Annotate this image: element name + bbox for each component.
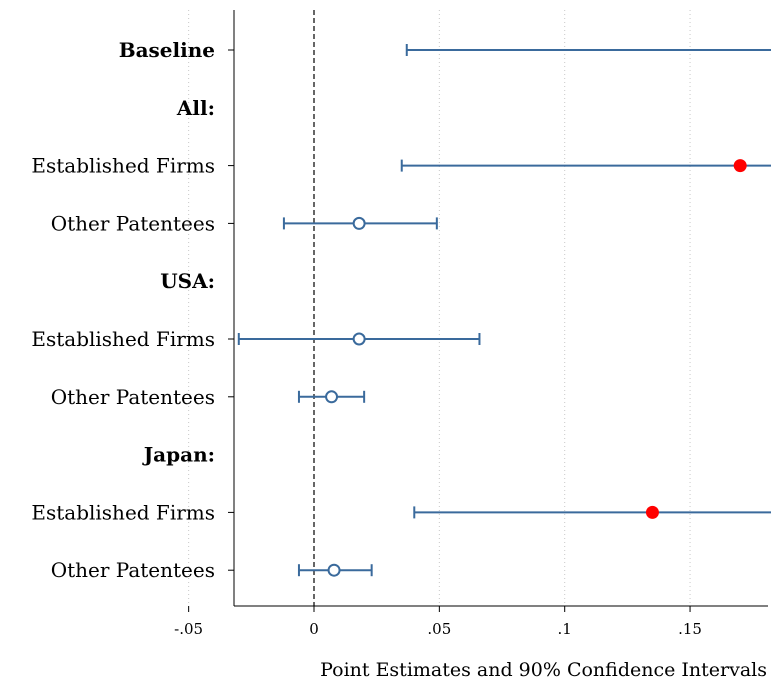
estimate-row-0 xyxy=(405,44,771,56)
x-tick-label-3: .1 xyxy=(558,620,572,638)
point-estimate-5 xyxy=(352,332,366,346)
estimate-row-5 xyxy=(237,332,481,346)
x-axis-label: Point Estimates and 90% Confidence Inter… xyxy=(320,659,767,681)
y-axis-labels: Baseline All: Established Firms Other Paten… xyxy=(31,38,215,582)
group-header-4: USA: xyxy=(160,269,215,293)
gridlines xyxy=(188,10,691,606)
x-axis-ticks: -.050.05.1.15.2.25.3.35 xyxy=(174,606,702,638)
y-axis-ticks xyxy=(228,49,234,571)
point-estimate-3 xyxy=(352,216,366,230)
x-tick-label-4: .15 xyxy=(678,620,702,638)
estimates-series xyxy=(237,44,771,577)
point-estimate-9 xyxy=(327,563,341,577)
row-label-2: Established Firms xyxy=(31,154,215,178)
x-tick-label-0: -.05 xyxy=(174,620,203,638)
estimate-row-8 xyxy=(413,505,771,519)
estimate-row-2 xyxy=(400,159,771,173)
x-tick-label-2: .05 xyxy=(427,620,451,638)
row-label-8: Established Firms xyxy=(31,500,215,524)
row-label-5: Established Firms xyxy=(31,327,215,351)
point-estimate-significant-8 xyxy=(645,505,659,519)
group-header-7: Japan: xyxy=(142,443,215,467)
point-estimate-6 xyxy=(325,390,339,404)
x-tick-label-1: 0 xyxy=(309,620,319,638)
row-label-9: Other Patentees xyxy=(51,558,215,582)
estimate-row-3 xyxy=(282,216,438,230)
row-label-3: Other Patentees xyxy=(51,211,215,235)
row-label-6: Other Patentees xyxy=(51,385,215,409)
estimate-row-9 xyxy=(297,563,373,577)
axes xyxy=(233,10,768,607)
point-estimate-significant-2 xyxy=(733,159,747,173)
row-label-0: Baseline xyxy=(119,38,215,62)
estimate-row-6 xyxy=(297,390,366,404)
group-header-1: All: xyxy=(176,96,215,120)
